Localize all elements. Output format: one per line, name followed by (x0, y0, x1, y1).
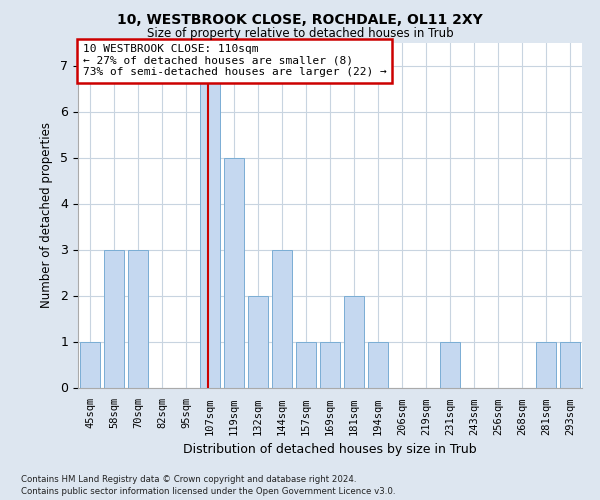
Bar (344, 296, 364, 388)
Bar (104, 250, 124, 388)
Bar (320, 342, 340, 388)
Text: 10, WESTBROOK CLOSE, ROCHDALE, OL11 2XY: 10, WESTBROOK CLOSE, ROCHDALE, OL11 2XY (117, 12, 483, 26)
Bar (200, 66, 220, 388)
Y-axis label: Number of detached properties: Number of detached properties (40, 122, 53, 308)
Bar (80, 342, 100, 388)
Bar (272, 250, 292, 388)
Text: Size of property relative to detached houses in Trub: Size of property relative to detached ho… (146, 28, 454, 40)
Bar (248, 296, 268, 388)
Text: Contains public sector information licensed under the Open Government Licence v3: Contains public sector information licen… (21, 487, 395, 496)
Bar (128, 250, 148, 388)
X-axis label: Distribution of detached houses by size in Trub: Distribution of detached houses by size … (183, 443, 477, 456)
Bar (560, 342, 580, 388)
Bar (296, 342, 316, 388)
Bar (368, 342, 388, 388)
Bar (224, 158, 244, 388)
Bar (440, 342, 460, 388)
Text: 10 WESTBROOK CLOSE: 110sqm
← 27% of detached houses are smaller (8)
73% of semi-: 10 WESTBROOK CLOSE: 110sqm ← 27% of deta… (83, 44, 387, 78)
Bar (536, 342, 556, 388)
Text: Contains HM Land Registry data © Crown copyright and database right 2024.: Contains HM Land Registry data © Crown c… (21, 475, 356, 484)
